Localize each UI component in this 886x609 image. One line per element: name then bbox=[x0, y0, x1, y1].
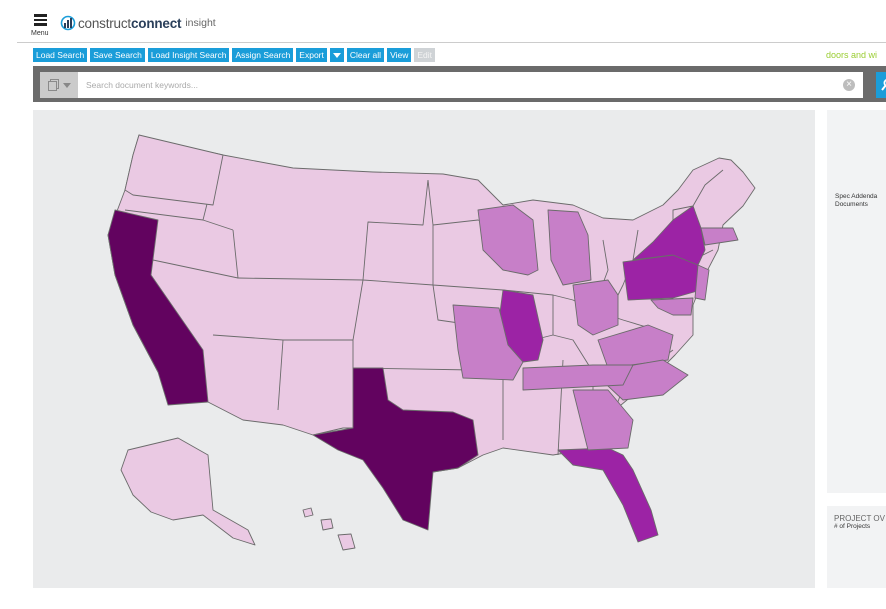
us-map bbox=[107, 134, 756, 551]
brand-subtitle: insight bbox=[185, 17, 216, 29]
export-button[interactable]: Export bbox=[296, 48, 327, 62]
state-hawaii[interactable] bbox=[302, 507, 356, 551]
saved-search-title: doors and wi bbox=[826, 50, 878, 60]
state-florida[interactable] bbox=[557, 447, 659, 543]
hamburger-menu-icon[interactable] bbox=[31, 14, 49, 28]
brand-name-light: construct bbox=[78, 15, 131, 31]
state-georgia[interactable] bbox=[572, 389, 634, 451]
logo-mark-icon bbox=[60, 15, 76, 31]
state-massachusetts[interactable] bbox=[700, 227, 739, 246]
state-tennessee[interactable] bbox=[522, 364, 634, 391]
spec-addenda-label: Spec Addenda Documents bbox=[835, 193, 886, 209]
state-virginia[interactable] bbox=[597, 324, 674, 369]
state-new-jersey[interactable] bbox=[694, 264, 710, 301]
edit-button[interactable]: Edit bbox=[414, 48, 435, 62]
brand-name-bold: connect bbox=[130, 15, 182, 31]
document-icon bbox=[47, 79, 59, 91]
header-divider bbox=[17, 42, 886, 43]
spec-addenda-line2: Documents bbox=[835, 201, 868, 208]
menu-label[interactable]: Menu bbox=[31, 30, 49, 37]
project-overview-panel: PROJECT OV # of Projects bbox=[827, 506, 886, 588]
spec-addenda-line1: Spec Addenda bbox=[835, 193, 878, 200]
chevron-down-icon bbox=[62, 82, 71, 88]
state-wisconsin[interactable] bbox=[477, 204, 539, 276]
state-missouri[interactable] bbox=[452, 304, 524, 381]
chevron-down-icon bbox=[332, 52, 341, 58]
document-type-dropdown[interactable] bbox=[40, 72, 78, 98]
keyword-search-input[interactable] bbox=[78, 72, 863, 98]
state-washington[interactable] bbox=[124, 134, 224, 206]
spec-addenda-panel: Spec Addenda Documents bbox=[827, 110, 886, 493]
us-choropleth-map-panel bbox=[33, 110, 815, 588]
brand-name: constructconnect bbox=[78, 15, 182, 31]
state-alaska[interactable] bbox=[120, 437, 256, 546]
top-bar: Menu constructconnect insight bbox=[0, 0, 886, 42]
project-overview-title: PROJECT OV bbox=[834, 514, 885, 523]
search-bar: × bbox=[33, 66, 886, 102]
search-button[interactable] bbox=[876, 72, 886, 98]
state-ohio[interactable] bbox=[572, 279, 619, 336]
brand-logo[interactable]: constructconnect insight bbox=[60, 14, 216, 32]
state-california[interactable] bbox=[107, 209, 209, 406]
load-search-button[interactable]: Load Search bbox=[33, 48, 88, 62]
clear-all-button[interactable]: Clear all bbox=[346, 48, 385, 62]
search-icon bbox=[881, 78, 886, 91]
clear-search-icon[interactable]: × bbox=[843, 79, 855, 91]
state-maryland[interactable] bbox=[650, 297, 694, 316]
state-michigan[interactable] bbox=[547, 209, 592, 286]
load-insight-search-button[interactable]: Load Insight Search bbox=[147, 48, 230, 62]
assign-search-button[interactable]: Assign Search bbox=[232, 48, 294, 62]
view-button[interactable]: View bbox=[387, 48, 412, 62]
project-overview-subtitle: # of Projects bbox=[834, 523, 871, 530]
state-texas[interactable] bbox=[312, 367, 479, 531]
search-toolbar: Load Search Save Search Load Insight Sea… bbox=[33, 48, 435, 62]
export-dropdown-button[interactable] bbox=[329, 48, 344, 62]
save-search-button[interactable]: Save Search bbox=[90, 48, 145, 62]
